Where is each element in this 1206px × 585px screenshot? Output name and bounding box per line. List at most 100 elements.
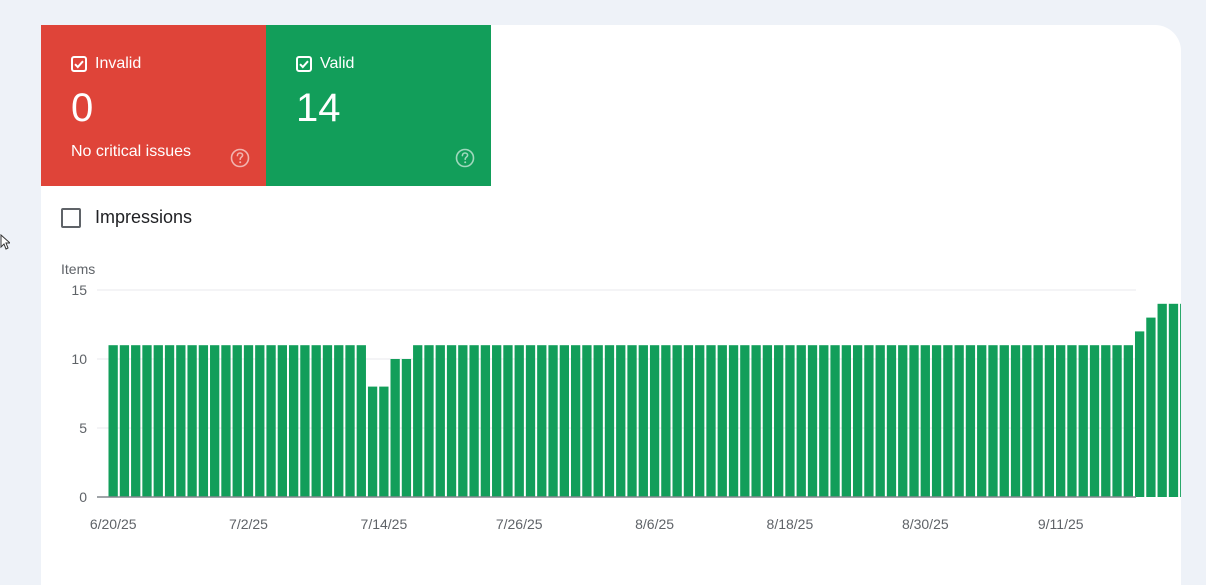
chart-bar[interactable] [221, 345, 231, 497]
chart-bar[interactable] [762, 345, 773, 497]
chart-bar[interactable] [198, 345, 209, 497]
chart-bar[interactable] [638, 345, 648, 497]
chart-bar[interactable] [977, 345, 987, 497]
chart-bar[interactable] [852, 345, 863, 497]
help-circle-icon[interactable] [230, 148, 250, 168]
chart-bar[interactable] [683, 345, 694, 497]
chart-bar[interactable] [627, 345, 637, 497]
chart-bar[interactable] [751, 345, 761, 497]
chart-bar[interactable] [131, 345, 141, 497]
chart-bar[interactable] [119, 345, 130, 497]
chart-bar[interactable] [1044, 345, 1055, 497]
chart-bar[interactable] [458, 345, 468, 497]
chart-bar[interactable] [672, 345, 682, 497]
checkbox-checked-icon[interactable] [71, 56, 87, 72]
chart-bar[interactable] [243, 345, 254, 497]
chart-bar[interactable] [1157, 303, 1167, 497]
chart-bar[interactable] [311, 345, 321, 497]
chart-bar[interactable] [176, 345, 186, 497]
chart-bar[interactable] [774, 345, 784, 497]
chart-bar[interactable] [537, 345, 547, 497]
chart-bar[interactable] [1033, 345, 1043, 497]
chart-bar[interactable] [649, 345, 660, 497]
chart-bar[interactable] [164, 345, 175, 497]
chart-bar[interactable] [864, 345, 874, 497]
chart-bar[interactable] [424, 345, 434, 497]
chart-bar[interactable] [232, 345, 242, 497]
chart-bar[interactable] [187, 345, 197, 497]
chart-bar[interactable] [492, 345, 502, 497]
chart-bar[interactable] [1022, 345, 1032, 497]
chart-bar[interactable] [266, 345, 276, 497]
chart-bar[interactable] [379, 386, 389, 497]
chart-bar[interactable] [153, 345, 163, 497]
chart-bar[interactable] [740, 345, 750, 497]
chart-bar[interactable] [931, 345, 942, 497]
chart-bar[interactable] [559, 345, 569, 497]
chart-bar[interactable] [1101, 345, 1111, 497]
chart-bar[interactable] [1123, 345, 1133, 497]
chart-bar[interactable] [435, 345, 445, 497]
chart-bar[interactable] [345, 345, 355, 497]
impressions-checkbox[interactable] [61, 207, 81, 228]
chart-bar[interactable] [661, 345, 671, 497]
chart-bar[interactable] [1112, 345, 1122, 497]
chart-bar[interactable] [255, 345, 265, 497]
chart-bar[interactable] [300, 345, 310, 497]
chart-bar[interactable] [480, 345, 491, 497]
chart-bar[interactable] [108, 345, 118, 497]
impressions-toggle[interactable]: Impressions [61, 207, 192, 228]
chart-bar[interactable] [582, 345, 592, 497]
chart-bar[interactable] [1089, 345, 1100, 497]
chart-bar[interactable] [503, 345, 513, 497]
chart-bar[interactable] [334, 345, 344, 497]
chart-bar[interactable] [728, 345, 739, 497]
chart-bar[interactable] [886, 345, 897, 497]
chart-bar[interactable] [807, 345, 818, 497]
chart-bar[interactable] [322, 345, 333, 497]
chart-bar[interactable] [1010, 345, 1021, 497]
chart-bar[interactable] [1056, 345, 1066, 497]
chart-bar[interactable] [706, 345, 716, 497]
chart-bar[interactable] [1134, 331, 1145, 497]
chart-bar[interactable] [830, 345, 840, 497]
chart-bar[interactable] [446, 345, 457, 497]
chart-bar[interactable] [1180, 303, 1181, 497]
chart-bar[interactable] [413, 345, 423, 497]
chart-bar[interactable] [920, 345, 930, 497]
chart-bar[interactable] [616, 345, 626, 497]
chart-bar[interactable] [875, 345, 885, 497]
chart-bar[interactable] [785, 345, 795, 497]
chart-bar[interactable] [717, 345, 727, 497]
chart-bar[interactable] [965, 345, 976, 497]
chart-bar[interactable] [469, 345, 479, 497]
chart-bar[interactable] [548, 345, 558, 497]
chart-bar[interactable] [898, 345, 908, 497]
valid-tile[interactable]: Valid 14 [266, 25, 491, 186]
chart-bar[interactable] [210, 345, 220, 497]
chart-bar[interactable] [796, 345, 806, 497]
chart-bar[interactable] [356, 345, 366, 497]
chart-bar[interactable] [999, 345, 1009, 497]
chart-bar[interactable] [1168, 303, 1179, 497]
chart-bar[interactable] [277, 345, 287, 497]
chart-bar[interactable] [593, 345, 603, 497]
chart-bar[interactable] [1067, 345, 1077, 497]
help-circle-icon[interactable] [455, 148, 475, 168]
chart-bar[interactable] [695, 345, 705, 497]
chart-bar[interactable] [604, 345, 615, 497]
chart-bar[interactable] [841, 345, 851, 497]
chart-bar[interactable] [390, 359, 400, 497]
chart-bar[interactable] [1146, 317, 1156, 497]
chart-bar[interactable] [988, 345, 998, 497]
chart-bar[interactable] [525, 345, 536, 497]
chart-bar[interactable] [401, 359, 412, 497]
chart-bar[interactable] [909, 345, 919, 497]
chart-bar[interactable] [514, 345, 524, 497]
chart-bar[interactable] [570, 345, 581, 497]
checkbox-checked-icon[interactable] [296, 56, 312, 72]
chart-bar[interactable] [954, 345, 964, 497]
invalid-tile[interactable]: Invalid 0 No critical issues [41, 25, 266, 186]
chart-bar[interactable] [943, 345, 953, 497]
chart-bar[interactable] [819, 345, 829, 497]
